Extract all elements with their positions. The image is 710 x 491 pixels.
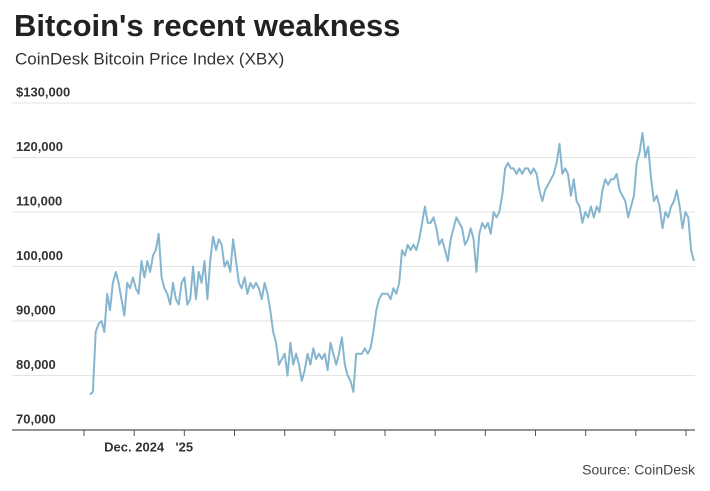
y-tick-label: 80,000 [16, 357, 56, 372]
y-tick-label: 90,000 [16, 302, 56, 317]
source-note: Source: CoinDesk [582, 462, 696, 478]
y-tick-label: $130,000 [16, 84, 70, 99]
y-tick-label: 120,000 [16, 139, 63, 154]
chart-subtitle: CoinDesk Bitcoin Price Index (XBX) [15, 49, 284, 68]
y-tick-label: 100,000 [16, 248, 63, 263]
price-line [89, 132, 695, 396]
y-tick-label: 70,000 [16, 411, 56, 426]
y-tick-label: 110,000 [16, 193, 62, 208]
x-tick-label: Dec. 2024 [104, 439, 165, 454]
x-tick-label: '25 [176, 439, 194, 454]
chart-title: Bitcoin's recent weakness [14, 8, 400, 43]
